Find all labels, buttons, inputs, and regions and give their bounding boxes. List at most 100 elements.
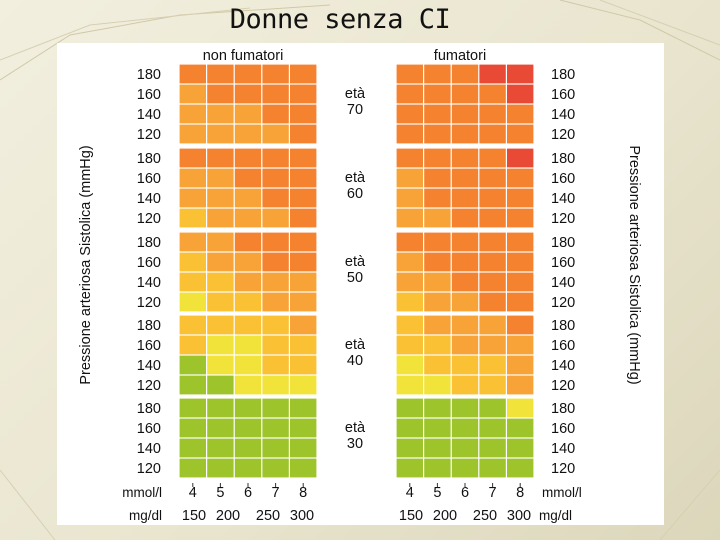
risk-cell-non-fumatori: [290, 375, 317, 395]
systolic-label-left: 140: [137, 358, 161, 374]
systolic-label-left: 120: [137, 127, 161, 143]
age-label-word: età: [345, 170, 366, 186]
risk-cell-non-fumatori: [290, 458, 317, 478]
risk-cell-non-fumatori: [179, 252, 206, 272]
risk-cell-fumatori: [451, 292, 479, 312]
risk-cell-fumatori: [424, 292, 451, 312]
risk-cell-fumatori: [396, 375, 423, 395]
risk-cell-non-fumatori: [262, 84, 289, 104]
risk-cell-fumatori: [396, 84, 423, 104]
mmol-tick-label: 8: [516, 485, 524, 501]
risk-cell-non-fumatori: [207, 272, 234, 292]
risk-cell-non-fumatori: [179, 418, 206, 438]
risk-cell-fumatori: [424, 208, 451, 228]
risk-cell-non-fumatori: [179, 272, 206, 292]
risk-cell-non-fumatori: [234, 232, 262, 252]
risk-cell-fumatori: [424, 252, 451, 272]
risk-cell-non-fumatori: [234, 148, 262, 168]
age-label-value: 60: [347, 186, 363, 202]
systolic-label-left: 120: [137, 461, 161, 477]
mgdl-axis-label-right: mg/dl: [539, 508, 572, 523]
systolic-label-right: 140: [551, 275, 575, 291]
risk-cell-fumatori: [507, 438, 534, 458]
risk-cell-non-fumatori: [179, 148, 206, 168]
risk-cell-fumatori: [451, 398, 479, 418]
risk-cell-non-fumatori: [262, 375, 289, 395]
risk-cell-non-fumatori: [262, 335, 289, 355]
risk-cell-fumatori: [424, 375, 451, 395]
systolic-label-right: 180: [551, 235, 575, 251]
risk-cell-non-fumatori: [207, 124, 234, 144]
risk-cell-non-fumatori: [234, 208, 262, 228]
risk-cell-non-fumatori: [234, 64, 262, 84]
risk-cell-fumatori: [479, 272, 506, 292]
systolic-label-right: 120: [551, 295, 575, 311]
age-label-word: età: [345, 86, 366, 102]
mgdl-tick-label: 250: [473, 508, 497, 524]
risk-cell-fumatori: [451, 252, 479, 272]
risk-cell-non-fumatori: [262, 292, 289, 312]
risk-cell-fumatori: [424, 168, 451, 188]
systolic-label-right: 120: [551, 211, 575, 227]
risk-cell-fumatori: [451, 168, 479, 188]
mgdl-tick-label: 150: [399, 508, 423, 524]
risk-cell-non-fumatori: [179, 64, 206, 84]
risk-cell-fumatori: [424, 458, 451, 478]
risk-cell-non-fumatori: [234, 292, 262, 312]
risk-cell-fumatori: [507, 292, 534, 312]
systolic-label-left: 120: [137, 211, 161, 227]
risk-cell-fumatori: [479, 355, 506, 375]
risk-cell-non-fumatori: [290, 355, 317, 375]
risk-chart-panel: non fumatori fumatori Pressione arterios…: [57, 43, 664, 525]
risk-cell-non-fumatori: [179, 438, 206, 458]
mmol-tick-label: 7: [489, 485, 497, 501]
risk-cell-fumatori: [396, 355, 423, 375]
risk-cell-fumatori: [396, 315, 423, 335]
y-axis-label-left: Pressione arteriosa Sistolica (mmHg): [78, 145, 94, 384]
systolic-label-right: 120: [551, 378, 575, 394]
risk-cell-non-fumatori: [262, 315, 289, 335]
mgdl-tick-label: 250: [256, 508, 280, 524]
risk-cell-fumatori: [507, 272, 534, 292]
risk-cell-non-fumatori: [262, 148, 289, 168]
risk-cell-fumatori: [507, 64, 534, 84]
risk-cell-non-fumatori: [234, 398, 262, 418]
systolic-label-left: 180: [137, 151, 161, 167]
risk-cell-fumatori: [451, 438, 479, 458]
systolic-label-left: 140: [137, 191, 161, 207]
risk-cell-fumatori: [396, 398, 423, 418]
risk-cell-fumatori: [479, 64, 506, 84]
risk-cell-fumatori: [424, 188, 451, 208]
risk-cell-non-fumatori: [179, 84, 206, 104]
risk-cell-fumatori: [507, 315, 534, 335]
risk-cell-non-fumatori: [262, 458, 289, 478]
risk-cell-fumatori: [451, 188, 479, 208]
risk-cell-fumatori: [424, 104, 451, 124]
risk-cell-fumatori: [451, 272, 479, 292]
mgdl-tick-label: 300: [290, 508, 314, 524]
risk-cell-non-fumatori: [290, 208, 317, 228]
risk-cell-non-fumatori: [262, 64, 289, 84]
age-label-value: 30: [347, 436, 363, 452]
age-label-value: 70: [347, 102, 363, 118]
chart-labels: 180 160 140 120 180 160 140 120 180 160 140 120 180 1…: [122, 67, 582, 524]
risk-cell-fumatori: [451, 148, 479, 168]
systolic-label-right: 180: [551, 151, 575, 167]
risk-cell-fumatori: [479, 124, 506, 144]
risk-cell-fumatori: [451, 208, 479, 228]
risk-cell-non-fumatori: [234, 418, 262, 438]
risk-cell-non-fumatori: [179, 188, 206, 208]
risk-cell-fumatori: [479, 252, 506, 272]
risk-cell-non-fumatori: [179, 124, 206, 144]
risk-cell-non-fumatori: [290, 292, 317, 312]
risk-cell-non-fumatori: [179, 208, 206, 228]
risk-cell-fumatori: [424, 315, 451, 335]
age-label-value: 50: [347, 270, 363, 286]
systolic-label-right: 160: [551, 421, 575, 437]
mmol-tick-label: 7: [272, 485, 280, 501]
risk-cell-fumatori: [479, 438, 506, 458]
risk-cell-non-fumatori: [179, 292, 206, 312]
risk-cell-non-fumatori: [207, 188, 234, 208]
risk-cell-fumatori: [479, 168, 506, 188]
